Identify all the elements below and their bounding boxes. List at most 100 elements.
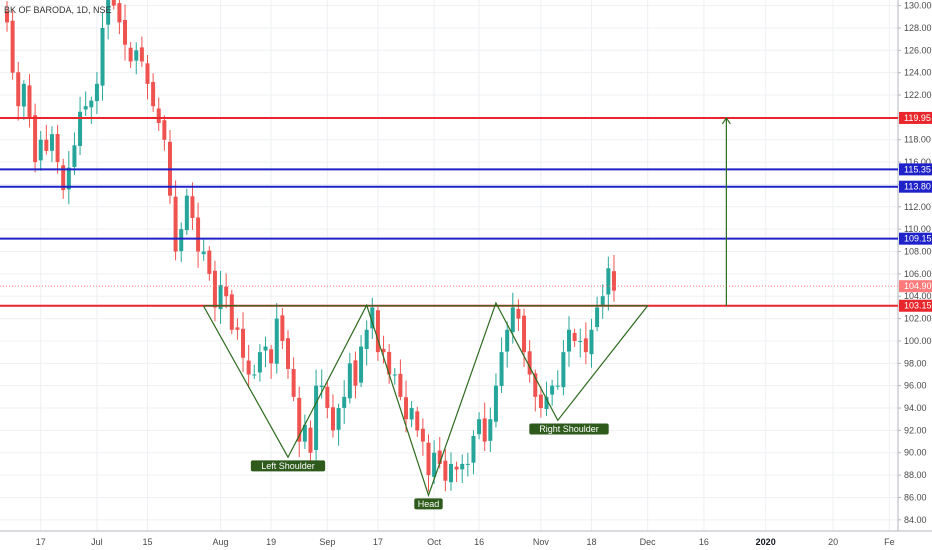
pattern-annotations[interactable]: Left Shoulder Head Right Shoulder (250, 423, 609, 510)
candle-body (151, 82, 156, 107)
candle-body (229, 294, 234, 330)
candle-body (184, 195, 189, 231)
y-tick-label: 116.00 (904, 157, 931, 167)
candle-body (286, 338, 290, 369)
candle-body (477, 419, 482, 435)
candle-body (325, 386, 330, 409)
x-tick-label: 17 (36, 537, 46, 547)
y-tick-label: 110.00 (904, 224, 931, 234)
price-tag-box (899, 299, 932, 312)
candle-body (162, 120, 167, 140)
x-tick-label: 20 (828, 537, 838, 547)
candle-body (606, 268, 611, 295)
candle-body (392, 374, 397, 376)
candle-body (252, 374, 257, 376)
candle-body (544, 396, 549, 409)
candle-body (111, 0, 116, 6)
candle-body (38, 139, 43, 161)
x-tick-label: Jul (91, 537, 103, 547)
candle-body (173, 196, 178, 252)
candle-body (555, 385, 560, 387)
y-tick-label: 100.00 (904, 336, 932, 346)
y-tick-label: 96.00 (904, 381, 927, 391)
y-tick-label: 102.00 (904, 314, 932, 324)
y-tick-label: 90.00 (904, 448, 927, 458)
grid-lines (0, 0, 898, 531)
candle-body (78, 111, 83, 146)
candle-body (123, 19, 128, 45)
symbol-title: BK OF BARODA, 1D, NSE (4, 5, 112, 15)
candle-body (274, 318, 279, 364)
candle-body (280, 315, 285, 341)
candle-body (347, 363, 352, 399)
candle-body (308, 427, 313, 453)
candle-body (420, 428, 425, 442)
candle-body (179, 229, 184, 252)
candle-body (44, 139, 49, 151)
y-tick-label: 92.00 (904, 425, 927, 435)
candle-body (448, 463, 453, 483)
annotation-label[interactable]: Head (418, 499, 440, 509)
price-tag-box (899, 111, 932, 124)
candle-body (493, 385, 498, 422)
annotation-box (529, 423, 609, 435)
y-tick-label: 130.00 (904, 1, 932, 11)
x-tick-label: 19 (266, 537, 276, 547)
candle-body (89, 100, 94, 108)
candle-body (297, 397, 302, 442)
candle-body (550, 385, 555, 395)
candle-body (538, 394, 543, 409)
target-arrow[interactable] (721, 116, 731, 306)
candle-body (437, 450, 442, 464)
candle-body (49, 134, 54, 151)
candle-body (207, 250, 212, 274)
candle-body (257, 352, 262, 373)
candle-body (117, 3, 122, 23)
price-tag-box (899, 163, 932, 176)
candle-body (291, 369, 296, 397)
y-axis: 84.00 86.00 88.00 90.00 92.00 94.00 96.00 98.00… (898, 1, 932, 525)
candle-body (426, 442, 431, 476)
candle-body (319, 385, 324, 388)
candle-body (600, 296, 605, 307)
candles (5, 0, 616, 492)
candle-body (533, 373, 538, 397)
candle-body (432, 452, 437, 477)
target-arrow-head[interactable] (721, 116, 731, 125)
candle-body (454, 466, 459, 470)
annotation-label[interactable]: Right Shoulder (539, 424, 599, 434)
candle-body (196, 217, 201, 252)
candle-body (94, 83, 99, 102)
candle-body (27, 85, 32, 118)
price-tag-label: 115.35 (904, 164, 931, 174)
candle-body (611, 271, 616, 291)
head-and-shoulders-pattern[interactable] (203, 301, 649, 498)
candle-body (488, 419, 493, 441)
y-tick-label: 126.00 (904, 45, 932, 55)
candle-body (5, 11, 9, 23)
candle-body (128, 47, 133, 62)
pattern-line[interactable] (203, 301, 649, 498)
candle-body (482, 418, 487, 442)
candle-body (387, 351, 392, 375)
price-tags: 119.95 115.35 113.80 109.15 103.15 104.90 (899, 111, 932, 312)
candle-body (241, 328, 246, 358)
y-tick-label: 124.00 (904, 68, 932, 78)
x-tick-label: 16 (699, 537, 709, 547)
y-tick-label: 106.00 (904, 269, 932, 279)
candle-body (21, 83, 26, 107)
y-tick-label: 128.00 (904, 23, 932, 33)
candle-body (561, 352, 566, 388)
y-tick-label: 88.00 (904, 470, 927, 480)
price-tag-label: 109.15 (904, 234, 932, 244)
annotation-label[interactable]: Left Shoulder (261, 461, 315, 471)
price-tag-label: 103.15 (904, 301, 932, 311)
y-tick-label: 112.00 (904, 202, 931, 212)
x-tick-label: Dec (640, 537, 657, 547)
candle-body (61, 165, 66, 191)
y-tick-label: 94.00 (904, 403, 927, 413)
candle-body (364, 329, 369, 349)
candle-body (66, 167, 71, 190)
